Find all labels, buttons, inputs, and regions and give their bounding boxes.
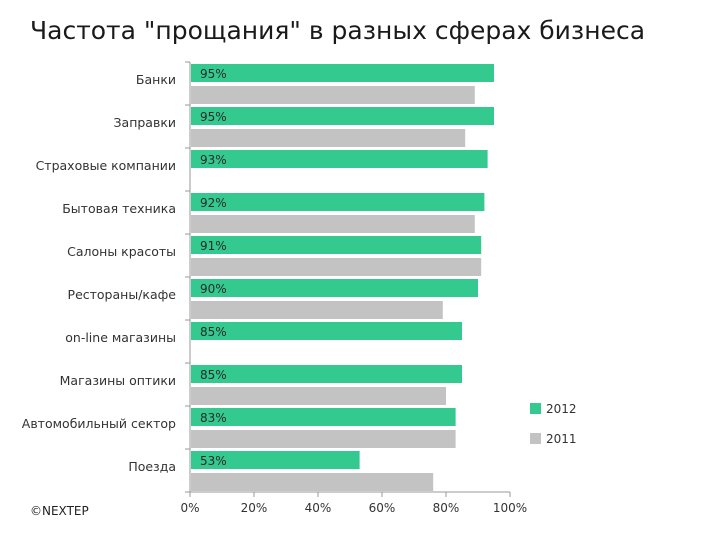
- x-tick-label: 60%: [369, 501, 396, 515]
- bar-2012: [191, 150, 488, 168]
- x-tick-label: 20%: [241, 501, 268, 515]
- category-label: on-line магазины: [65, 330, 176, 345]
- bar-2012: [191, 365, 462, 383]
- bar-2012: [191, 322, 462, 340]
- bar-data-label: 91%: [200, 239, 227, 253]
- x-tick-label: 100%: [493, 501, 527, 515]
- category-label: Бытовая техника: [62, 201, 176, 216]
- bar-data-label: 95%: [200, 67, 227, 81]
- bar-2012: [191, 193, 485, 211]
- bar-2012: [191, 64, 494, 82]
- category-label: Банки: [136, 72, 176, 87]
- bar-2012: [191, 107, 494, 125]
- bar-2011: [191, 387, 446, 405]
- bar-data-label: 95%: [200, 110, 227, 124]
- bar-2012: [191, 236, 482, 254]
- bar-data-label: 85%: [200, 368, 227, 382]
- bar-data-label: 83%: [200, 411, 227, 425]
- x-tick-label: 80%: [433, 501, 460, 515]
- legend-swatch-2011: [530, 433, 541, 444]
- bar-2011: [191, 430, 456, 448]
- chart-title: Частота "прощания" в разных сферах бизне…: [30, 16, 646, 45]
- bar-2011: [191, 258, 482, 276]
- category-label: Поезда: [128, 459, 176, 474]
- legend-swatch-2012: [530, 403, 541, 414]
- category-label: Рестораны/кафе: [68, 287, 177, 302]
- bar-2012: [191, 279, 478, 297]
- bar-2011: [191, 129, 466, 147]
- bar-2011: [191, 473, 434, 491]
- category-label: Автомобильный сектор: [22, 416, 176, 431]
- category-label: Страховые компании: [36, 158, 176, 173]
- bar-2012: [191, 408, 456, 426]
- category-label: Заправки: [114, 115, 176, 130]
- legend-label-2011: 2011: [546, 432, 577, 446]
- bar-2012: [191, 451, 360, 469]
- copyright-footer: ©NEXTEP: [30, 504, 89, 518]
- bar-2011: [191, 86, 475, 104]
- bar-data-label: 93%: [200, 153, 227, 167]
- bar-2011: [191, 301, 443, 319]
- category-label: Магазины оптики: [60, 373, 176, 388]
- x-tick-label: 0%: [180, 501, 199, 515]
- bar-data-label: 53%: [200, 454, 227, 468]
- x-tick-label: 40%: [305, 501, 332, 515]
- bar-2011: [191, 215, 475, 233]
- bar-data-label: 85%: [200, 325, 227, 339]
- category-label: Салоны красоты: [67, 244, 176, 259]
- bar-data-label: 92%: [200, 196, 227, 210]
- legend-label-2012: 2012: [546, 402, 577, 416]
- bar-data-label: 90%: [200, 282, 227, 296]
